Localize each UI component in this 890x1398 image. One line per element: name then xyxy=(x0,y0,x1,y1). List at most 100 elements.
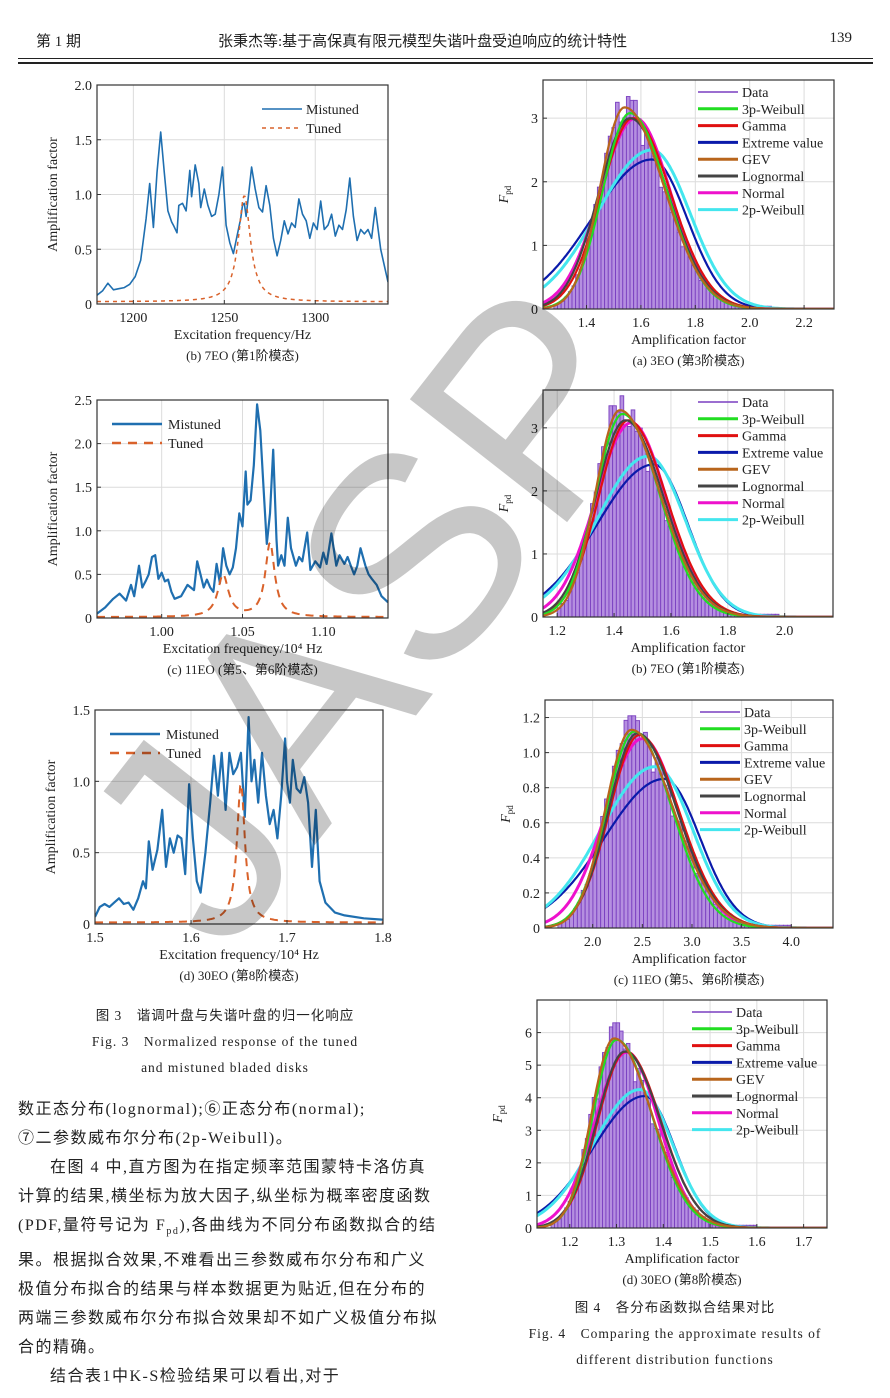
x-axis-label: Amplification factor xyxy=(631,333,746,348)
y-tick-label: 1.0 xyxy=(75,525,93,540)
histogram-bar xyxy=(675,545,680,617)
histogram-bar xyxy=(586,532,591,617)
x-tick-label: 1300 xyxy=(301,311,329,326)
fit-curve-2p-weibull xyxy=(537,1088,827,1228)
x-tick-label: 1250 xyxy=(210,311,238,326)
legend-label: Tuned xyxy=(168,437,203,452)
x-tick-label: 1200 xyxy=(119,311,147,326)
x-tick-label: 1.6 xyxy=(748,1235,766,1250)
plot-frame xyxy=(542,79,835,310)
y-axis-label: Fpd xyxy=(499,805,515,824)
y-tick-label: 0.5 xyxy=(73,847,91,862)
y-tick-label: 1.5 xyxy=(75,134,93,149)
y-tick-label: 5 xyxy=(525,1059,532,1074)
legend-label: Extreme value xyxy=(742,136,823,151)
fit-curve-gev xyxy=(543,409,833,617)
histogram-bar xyxy=(666,787,672,928)
histogram-bar xyxy=(630,409,636,617)
histogram-bar xyxy=(632,1081,638,1228)
y-tick-label: 0 xyxy=(533,922,540,937)
histogram-bar xyxy=(649,460,654,617)
x-tick-label: 1.8 xyxy=(374,931,392,946)
body-line-1: 数正态分布(lognormal);⑥正态分布(normal); xyxy=(18,1101,366,1118)
histogram-bar xyxy=(643,731,648,928)
legend-label: Normal xyxy=(744,807,787,822)
body-text: 数正态分布(lognormal);⑥正态分布(normal); ⑦二参数威布尔分… xyxy=(18,1095,443,1391)
histogram-bar xyxy=(658,186,664,309)
histogram-bar xyxy=(646,745,652,928)
legend-label: Lognormal xyxy=(744,790,806,805)
body-paragraph-2: 在图 4 中,直方图为在指定频率范围蒙特卡洛仿真计算的结果,横坐标为放大因子,纵… xyxy=(18,1153,443,1362)
legend-label: Mistuned xyxy=(166,728,219,743)
histogram-bar xyxy=(582,546,588,617)
histogram-bar xyxy=(665,191,671,309)
legend-label: Normal xyxy=(742,497,785,512)
y-tick-label: 1.2 xyxy=(523,712,541,727)
issue-label: 第 1 期 xyxy=(36,34,82,50)
x-tick-label: 4.0 xyxy=(783,935,801,950)
x-tick-label: 1.2 xyxy=(561,1235,579,1250)
legend-label: 2p-Weibull xyxy=(736,1124,799,1139)
y-axis-label-sub: pd xyxy=(503,185,513,195)
y-tick-label: 3 xyxy=(525,1124,532,1139)
x-tick-label: 1.4 xyxy=(578,316,596,331)
histogram-bar xyxy=(646,1097,651,1228)
y-axis-label-sub: pd xyxy=(505,805,515,815)
histogram-bar xyxy=(618,121,624,309)
histogram-bar xyxy=(625,96,631,309)
histogram-bar xyxy=(633,99,638,309)
legend-label: GEV xyxy=(742,463,771,478)
fig4-caption-cn: 图 4 各分布函数拟合结果对比 xyxy=(574,1300,776,1315)
histogram-bar xyxy=(686,574,691,617)
y-tick-label: 6 xyxy=(525,1027,532,1042)
histogram-bar xyxy=(619,1030,624,1228)
x-axis-label: Amplification factor xyxy=(631,641,746,656)
y-axis-label: Amplification factor xyxy=(46,451,61,566)
x-tick-label: 2.0 xyxy=(584,935,602,950)
histogram-bar xyxy=(598,1066,603,1228)
fig4-caption-en-2: different distribution functions xyxy=(576,1352,774,1367)
histogram-bar xyxy=(645,470,651,617)
x-tick-label: 1.5 xyxy=(86,931,104,946)
histogram-bar xyxy=(687,256,693,309)
histogram-bar xyxy=(640,144,645,309)
x-tick-label: 1.6 xyxy=(182,931,200,946)
histogram-bar xyxy=(660,1146,665,1228)
chart-subtitle: (b) 7EO (第1阶模态) xyxy=(632,661,745,676)
x-tick-label: 1.7 xyxy=(278,931,296,946)
y-tick-label: 3 xyxy=(531,422,538,437)
x-tick-label: 1.2 xyxy=(548,624,566,639)
plot-content xyxy=(537,1022,827,1228)
histogram-bar xyxy=(670,815,676,928)
chart-subtitle: (c) 11EO (第5、第6阶模态) xyxy=(167,662,317,677)
plot-frame xyxy=(536,999,828,1229)
histogram-bar xyxy=(626,426,632,617)
chart-fig3c: Mistuned Tuned 1.00 1.05 1.10 0 0.5 1.0 1.5 2.0 2.… xyxy=(46,394,389,677)
histogram-bar xyxy=(615,1022,621,1228)
histogram-bar xyxy=(608,1026,614,1228)
fig3-caption: 图 3 谐调叶盘与失谐叶盘的归一化响应 Fig. 3 Normalized re… xyxy=(40,1003,410,1081)
histogram-bar xyxy=(662,784,668,928)
histogram-bar xyxy=(670,1176,675,1228)
histogram-bar xyxy=(622,1048,627,1228)
legend-label: Extreme value xyxy=(736,1056,817,1071)
y-tick-label: 0.4 xyxy=(523,852,541,867)
x-tick-label: 1.4 xyxy=(605,624,623,639)
header-rule-thin xyxy=(18,58,873,59)
legend-label: Tuned xyxy=(306,122,341,137)
x-tick-label: 1.10 xyxy=(311,625,336,640)
y-tick-label: 0.2 xyxy=(523,887,541,902)
histogram-bar xyxy=(656,489,662,617)
plot-frame xyxy=(542,389,834,618)
histogram-bar xyxy=(667,525,673,617)
histogram-bar xyxy=(667,1164,672,1228)
y-axis-label-main: F xyxy=(491,1114,506,1124)
x-axis-label: Excitation frequency/Hz xyxy=(174,328,311,343)
y-tick-label: 2 xyxy=(525,1157,532,1172)
series-line-tuned xyxy=(97,541,388,618)
chart-subtitle: (d) 30EO (第8阶模态) xyxy=(622,1272,741,1287)
y-tick-label: 0.5 xyxy=(75,243,93,258)
histogram-bar xyxy=(663,520,669,617)
x-axis-label: Amplification factor xyxy=(625,1252,740,1267)
